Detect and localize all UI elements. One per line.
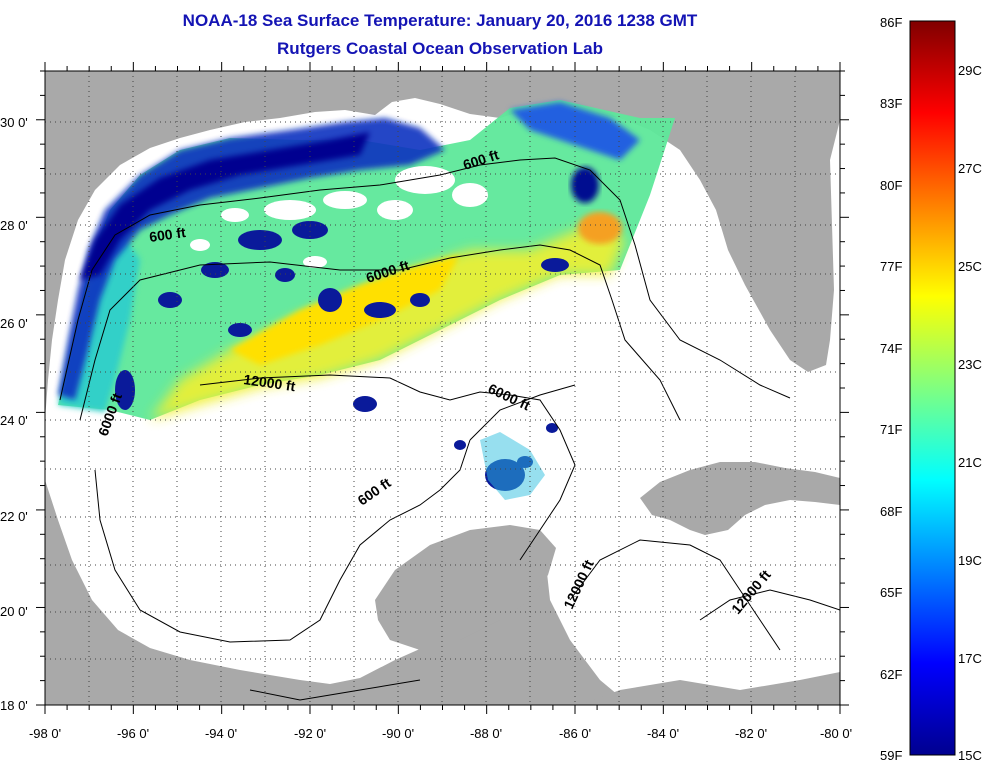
lat-tick-label: 28 0' <box>0 218 28 233</box>
lat-tick-label: 24 0' <box>0 413 28 428</box>
colorbar-c-label: 23C <box>958 357 982 372</box>
lon-tick-label: -86 0' <box>559 726 591 741</box>
colorbar-f-label: 71F <box>880 422 902 437</box>
colorbar-c-label: 27C <box>958 161 982 176</box>
lon-tick-label: -90 0' <box>382 726 414 741</box>
map-subtitle: Rutgers Coastal Ocean Observation Lab <box>277 39 603 58</box>
lon-tick-label: -94 0' <box>205 726 237 741</box>
graticule <box>45 71 840 705</box>
lon-tick-label: -84 0' <box>647 726 679 741</box>
lat-tick-label: 30 0' <box>0 115 28 130</box>
lon-tick-label: -92 0' <box>294 726 326 741</box>
lon-tick-label: -82 0' <box>735 726 767 741</box>
sst-data <box>58 100 675 500</box>
colorbar-c-label: 29C <box>958 63 982 78</box>
lon-tick-label: -96 0' <box>117 726 149 741</box>
axis-ticks <box>36 62 849 714</box>
colorbar-f-label: 80F <box>880 178 902 193</box>
lat-axis: 18 0' 20 0' 22 0' 24 0' 26 0' 28 0' 30 0… <box>0 115 28 713</box>
colorbar-c-label: 17C <box>958 651 982 666</box>
contour-label: 12000 ft <box>243 371 297 394</box>
colorbar-c-label: 25C <box>958 259 982 274</box>
colorbar-c-label: 19C <box>958 553 982 568</box>
depth-contours <box>59 157 840 701</box>
colorbar-f-label: 68F <box>880 504 902 519</box>
lon-tick-label: -88 0' <box>470 726 502 741</box>
lon-tick-label: -98 0' <box>29 726 61 741</box>
lon-tick-label: -80 0' <box>820 726 852 741</box>
colorbar-f-label: 77F <box>880 259 902 274</box>
colorbar-f-label: 65F <box>880 585 902 600</box>
colorbar-f-label: 86F <box>880 15 902 30</box>
colorbar-f-label: 59F <box>880 748 902 763</box>
colorbar-c-labels: 29C 27C 25C 23C 21C 19C 17C 15C <box>958 63 982 763</box>
colorbar-f-label: 74F <box>880 341 902 356</box>
colorbar-f-label: 83F <box>880 96 902 111</box>
lat-tick-label: 18 0' <box>0 698 28 713</box>
map-title: NOAA-18 Sea Surface Temperature: January… <box>182 11 698 30</box>
colorbar-f-labels: 86F 83F 80F 77F 74F 71F 68F 65F 62F 59F <box>880 15 902 763</box>
colorbar-f-label: 62F <box>880 667 902 682</box>
lon-axis: -98 0' -96 0' -94 0' -92 0' -90 0' -88 0… <box>29 726 852 741</box>
colorbar-c-label: 21C <box>958 455 982 470</box>
lat-tick-label: 22 0' <box>0 509 28 524</box>
colorbar <box>909 20 956 756</box>
contour-label: 600 ft <box>148 224 187 245</box>
colorbar-c-label: 15C <box>958 748 982 763</box>
lat-tick-label: 20 0' <box>0 604 28 619</box>
lat-tick-label: 26 0' <box>0 316 28 331</box>
